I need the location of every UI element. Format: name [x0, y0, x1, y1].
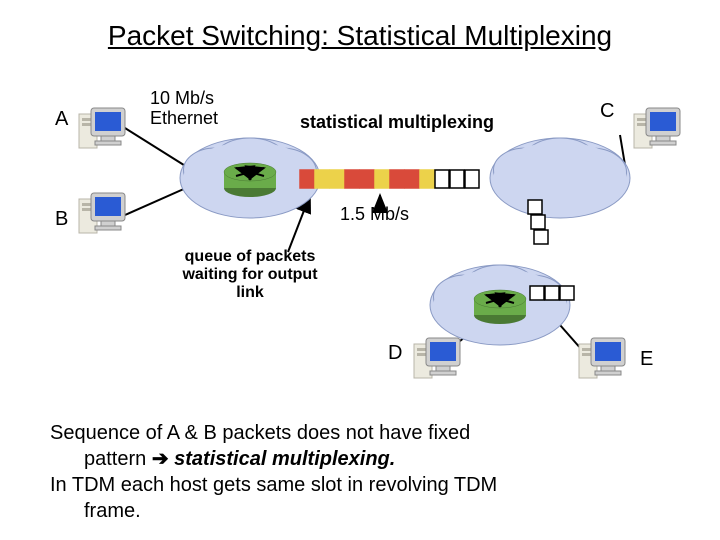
diagram-svg: [0, 0, 720, 540]
